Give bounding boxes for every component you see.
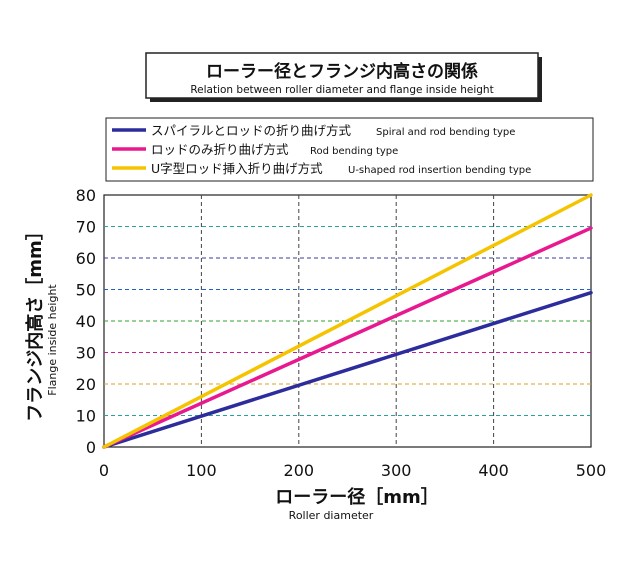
x-axis-label-ja: ローラー径［mm］ (275, 486, 439, 508)
x-tick-label: 0 (99, 461, 109, 480)
y-axis-label: フランジ内高さ［mm］ Flange inside height (24, 222, 59, 422)
tick-labels: 0 10 20 30 40 50 60 70 80 0 100 200 300 400 500 (76, 186, 607, 480)
legend: スパイラルとロッドの折り曲げ方式 Spiral and rod bending … (105, 117, 594, 182)
x-tick-label: 100 (186, 461, 217, 480)
x-tick-label: 200 (284, 461, 315, 480)
series-line-spiral-rod (102, 290, 593, 449)
y-tick-label: 40 (76, 312, 96, 331)
legend-item-spiral-rod: スパイラルとロッドの折り曲げ方式 Spiral and rod bending … (112, 123, 515, 138)
y-tick-label: 0 (86, 438, 96, 457)
legend-label-en: Rod bending type (310, 146, 398, 157)
y-axis-label-en: Flange inside height (46, 284, 59, 396)
series-line-rod (102, 226, 593, 449)
legend-label-ja: スパイラルとロッドの折り曲げ方式 (151, 123, 352, 138)
x-tick-label: 500 (576, 461, 607, 480)
legend-item-u-rod: U字型ロッド挿入折り曲げ方式 U-shaped rod insertion be… (112, 161, 531, 176)
legend-label-en: U-shaped rod insertion bending type (348, 165, 531, 176)
y-tick-label: 70 (76, 218, 96, 237)
title-box: ローラー径とフランジ内高さの関係 Relation between roller… (145, 52, 542, 102)
chart-title: ローラー径とフランジ内高さの関係 (206, 61, 478, 82)
series-line-u-rod (102, 193, 593, 449)
legend-item-rod: ロッドのみ折り曲げ方式 Rod bending type (112, 142, 398, 157)
legend-label-ja: U字型ロッド挿入折り曲げ方式 (151, 161, 323, 176)
y-tick-label: 30 (76, 344, 96, 363)
legend-label-en: Spiral and rod bending type (376, 127, 515, 138)
y-tick-label: 50 (76, 281, 96, 300)
x-tick-label: 400 (478, 461, 509, 480)
y-tick-label: 60 (76, 249, 96, 268)
y-tick-label: 80 (76, 186, 96, 205)
legend-label-ja: ロッドのみ折り曲げ方式 (151, 142, 289, 157)
grid (104, 195, 591, 447)
y-tick-label: 10 (76, 407, 96, 426)
y-axis-label-ja: フランジ内高さ［mm］ (24, 222, 46, 422)
chart-subtitle: Relation between roller diameter and fla… (190, 84, 493, 96)
x-tick-label: 300 (381, 461, 412, 480)
y-tick-label: 20 (76, 375, 96, 394)
series-layer (102, 193, 593, 449)
x-axis-label: ローラー径［mm］ Roller diameter (275, 486, 439, 522)
x-axis-label-en: Roller diameter (289, 509, 374, 522)
